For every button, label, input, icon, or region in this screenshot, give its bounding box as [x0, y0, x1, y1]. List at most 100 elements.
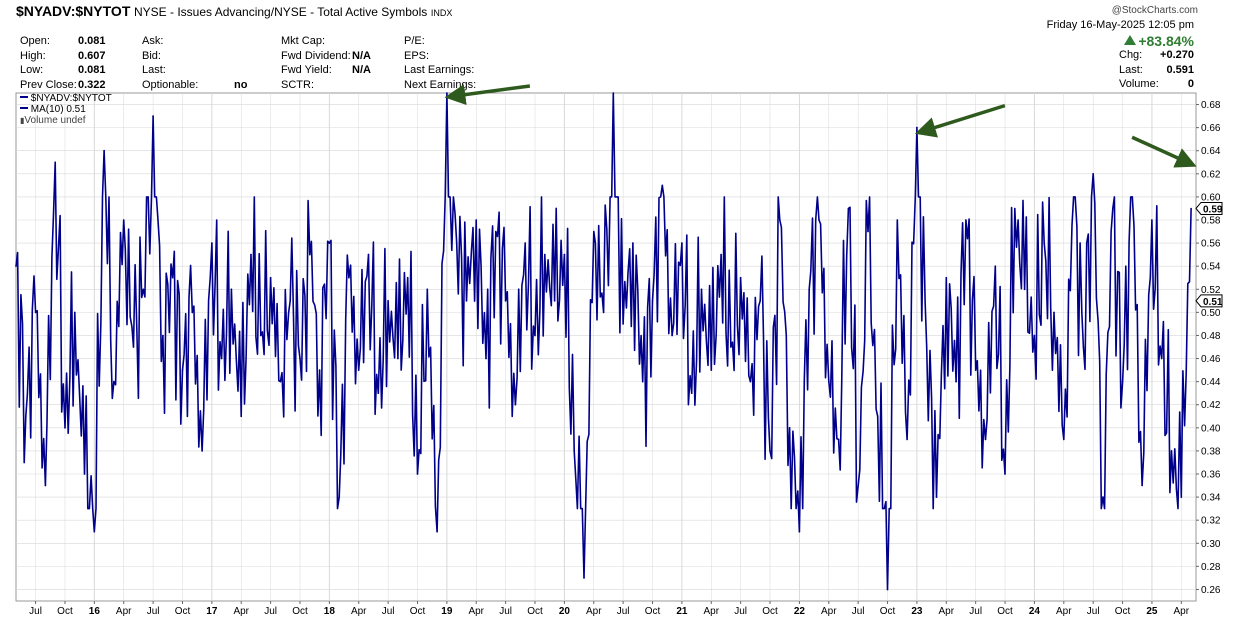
x-tick-label: Oct: [1115, 606, 1131, 617]
quote-label: P/E:: [404, 35, 425, 47]
quote-label: Last:: [1119, 63, 1143, 76]
quote-label: SCTR:: [281, 78, 314, 91]
data-point: [348, 276, 350, 279]
quote-label: Open:: [20, 35, 50, 47]
data-point: [749, 380, 752, 383]
data-point: [1023, 288, 1026, 291]
quote-value: N/A: [352, 64, 371, 76]
data-point: [181, 369, 184, 371]
data-point: [83, 473, 86, 475]
data-point: [162, 334, 164, 337]
data-point: [230, 288, 233, 291]
x-tick-label: Apr: [116, 606, 132, 617]
data-point: [612, 92, 615, 94]
data-point: [93, 530, 96, 533]
data-point: [828, 380, 830, 383]
data-point: [641, 380, 644, 383]
data-point: [955, 380, 957, 383]
quote-label: Volume:: [1119, 78, 1159, 90]
data-point: [1170, 450, 1173, 452]
data-point: [837, 438, 840, 441]
data-point: [485, 357, 487, 360]
data-point: [318, 369, 321, 371]
change-percent: +83.84%: [1124, 33, 1194, 49]
data-point: [367, 253, 370, 256]
x-tick-label: Jul: [969, 606, 982, 617]
y-tick-label: 0.40: [1201, 423, 1221, 434]
price-label: 0.51: [1203, 297, 1223, 308]
data-point: [250, 253, 252, 256]
data-point: [769, 450, 771, 452]
data-point: [867, 230, 869, 233]
data-point: [1131, 196, 1134, 198]
data-point: [818, 219, 820, 221]
data-point: [54, 161, 56, 164]
data-point: [299, 357, 301, 360]
data-point: [857, 484, 859, 487]
y-tick-label: 0.30: [1201, 539, 1221, 550]
data-point: [583, 577, 585, 579]
price-label: 0.59: [1203, 204, 1223, 215]
y-tick-label: 0.42: [1201, 400, 1221, 411]
data-point: [1004, 473, 1006, 475]
y-tick-label: 0.62: [1201, 169, 1221, 180]
data-point: [690, 392, 693, 395]
x-tick-label: Apr: [821, 606, 837, 617]
data-point: [328, 242, 331, 244]
x-axis: Jul Oct 16 Apr Jul Oct 17 Apr Jul Oct 18 Apr Jul Oct 1…: [29, 601, 1190, 617]
data-point: [1180, 496, 1183, 498]
data-point: [651, 300, 654, 302]
data-point: [103, 149, 105, 152]
data-point: [808, 288, 810, 291]
quote-value: 0.322: [78, 78, 106, 91]
data-point: [1053, 311, 1055, 314]
data-point: [191, 311, 194, 314]
quote-label: Fwd Yield:: [281, 64, 332, 76]
data-point: [759, 300, 761, 302]
x-tick-label: Jul: [264, 606, 277, 617]
x-tick-label: Apr: [1056, 606, 1072, 617]
quote-value: no: [234, 78, 248, 91]
price-label-box: [1195, 201, 1223, 215]
x-tick-label: 16: [89, 606, 101, 617]
x-tick-label: Jul: [499, 606, 512, 617]
data-point: [44, 484, 47, 487]
data-point: [495, 230, 497, 233]
chart-title: $NYADV:$NYTOT NYSE - Issues Advancing/NY…: [16, 3, 452, 19]
data-point: [974, 369, 977, 371]
data-point: [240, 415, 242, 418]
data-point: [74, 311, 76, 314]
data-point: [788, 427, 791, 429]
x-tick-label: Oct: [292, 606, 308, 617]
y-tick-label: 0.60: [1201, 192, 1221, 203]
data-point: [563, 253, 566, 256]
data-point: [720, 253, 722, 256]
plot-frame: [15, 92, 1197, 602]
y-tick-label: 0.38: [1201, 446, 1221, 457]
x-tick-label: Oct: [645, 606, 661, 617]
x-tick-label: Apr: [351, 606, 367, 617]
data-point: [1033, 334, 1036, 337]
data-point: [1151, 219, 1153, 221]
data-point: [876, 415, 879, 418]
annotation-arrow: [1131, 135, 1197, 168]
y-tick-label: 0.54: [1201, 262, 1221, 273]
x-tick-label: 23: [911, 606, 923, 617]
data-point: [1160, 357, 1163, 360]
data-point: [622, 323, 624, 325]
data-point: [279, 380, 282, 383]
quote-label: Prev Close:: [20, 78, 77, 91]
quote-date: Friday 16-May-2025 12:05 pm: [1046, 19, 1194, 31]
exchange: INDX: [430, 8, 453, 18]
data-point: [573, 450, 575, 452]
data-point: [387, 300, 389, 302]
x-tick-label: Oct: [997, 606, 1013, 617]
data-point: [965, 219, 967, 221]
price-labels: 0.59 0.51: [1195, 201, 1223, 308]
y-tick-label: 0.46: [1201, 354, 1221, 365]
data-point: [1092, 173, 1094, 175]
data-point: [220, 357, 223, 360]
x-tick-label: Jul: [1087, 606, 1100, 617]
data-point: [896, 219, 899, 221]
quote-label: Last:: [142, 64, 166, 76]
